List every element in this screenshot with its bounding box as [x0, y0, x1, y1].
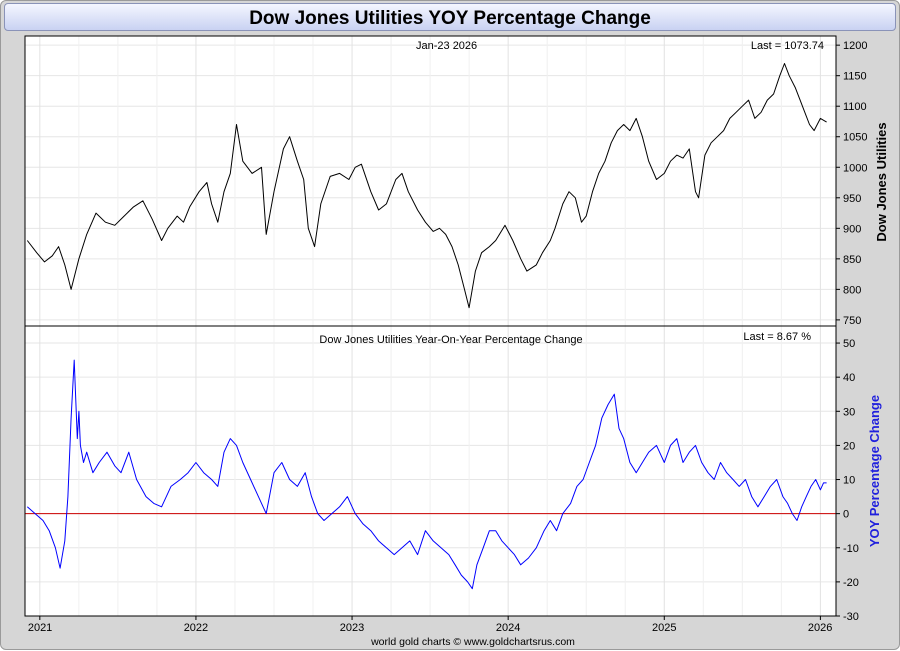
yoy-ytick-label: 30	[843, 406, 855, 418]
axis-layer: 75080085090095010001050110011501200-30-2…	[28, 40, 868, 634]
price-date-label: Jan-23 2026	[416, 40, 477, 52]
price-ytick-label: 800	[843, 284, 861, 296]
xtick-label: 2023	[340, 622, 364, 634]
yoy-series-line	[26, 359, 827, 590]
chart-title: Dow Jones Utilities YOY Percentage Chang…	[249, 8, 651, 29]
price-ytick-label: 750	[843, 315, 861, 327]
yoy-plot-frame	[24, 325, 837, 617]
xtick-label: 2025	[652, 622, 676, 634]
yoy-ytick-label: -20	[843, 577, 859, 589]
price-ytick-label: 1050	[843, 132, 867, 144]
series-layer	[26, 63, 827, 590]
yoy-ytick-label: 40	[843, 372, 855, 384]
price-ytick-label: 950	[843, 193, 861, 205]
footer-credit: world gold charts © www.goldchartsrus.co…	[370, 636, 575, 648]
yoy-ytick-label: 10	[843, 475, 855, 487]
yoy-ytick-label: 50	[843, 338, 855, 350]
yoy-ytick-label: 0	[843, 509, 849, 521]
yoy-last-label: Last = 8.67 %	[743, 331, 811, 343]
xtick-label: 2021	[28, 622, 52, 634]
yoy-axis-title: YOY Percentage Change	[867, 395, 882, 547]
price-ytick-label: 900	[843, 223, 861, 235]
price-ytick-label: 1150	[843, 71, 867, 83]
price-last-label: Last = 1073.74	[751, 40, 824, 52]
xtick-label: 2026	[808, 622, 832, 634]
title-bar: Dow Jones Utilities YOY Percentage Chang…	[4, 3, 896, 31]
price-ytick-label: 1000	[843, 162, 867, 174]
xtick-label: 2024	[496, 622, 520, 634]
plot-frame-layer	[24, 35, 837, 617]
yoy-ytick-label: 20	[843, 440, 855, 452]
yoy-ytick-label: -10	[843, 543, 859, 555]
yoy-panel-title: Dow Jones Utilities Year-On-Year Percent…	[319, 334, 582, 346]
price-ytick-label: 850	[843, 254, 861, 266]
price-series-line	[26, 63, 827, 309]
price-axis-title: Dow Jones Utilities	[874, 122, 889, 241]
yoy-ytick-label: -30	[843, 611, 859, 623]
price-ytick-label: 1100	[843, 101, 867, 113]
xtick-label: 2022	[184, 622, 208, 634]
price-ytick-label: 1200	[843, 40, 867, 52]
